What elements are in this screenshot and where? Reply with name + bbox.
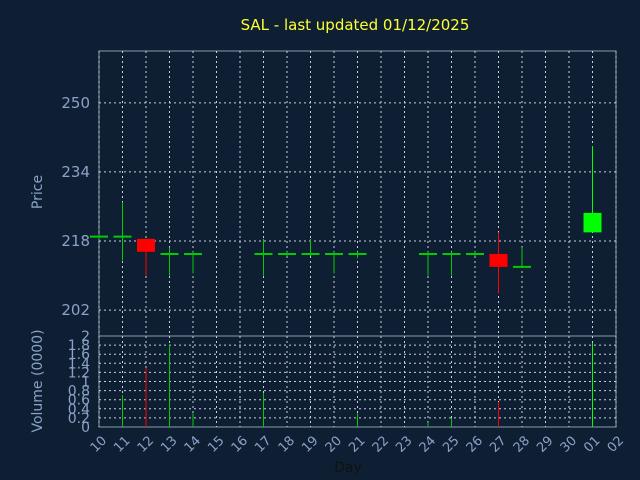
x-tick-label: 28 [511, 433, 533, 455]
volume-bars [122, 342, 593, 427]
price-grid [98, 51, 617, 336]
price-plot-area [98, 50, 617, 337]
price-y-tick-label: 234 [61, 163, 90, 181]
volume-y-tick-label: 0.2 [68, 411, 90, 427]
x-tick-label: 15 [205, 433, 227, 455]
x-tick-label: 18 [276, 433, 298, 455]
x-tick-label: 20 [323, 433, 345, 455]
x-tick-label: 13 [158, 433, 180, 455]
volume-y-tick-label: 1.4 [68, 356, 90, 372]
price-y-tick-label: 202 [61, 301, 90, 319]
x-tick-label: 19 [299, 433, 321, 455]
x-tick-label: 21 [346, 433, 368, 455]
x-tick-labels: 10 11 12 13 14 15 16 17 18 19 20 21 22 23 24 25 26 27 28 29… [88, 433, 627, 455]
x-tick-label: 17 [252, 433, 274, 455]
volume-y-tick-label: 0.6 [68, 393, 90, 409]
x-tick-label: 10 [88, 433, 110, 455]
volume-y-tick-labels: 00.20.40.60.811.21.41.61.82 [68, 329, 90, 436]
x-tick-label: 01 [581, 433, 603, 455]
x-tick-label: 23 [393, 433, 415, 455]
volume-y-tick-label: 1 [81, 375, 90, 391]
volume-y-tick-label: 0.4 [68, 402, 90, 418]
x-tick-label: 12 [135, 433, 157, 455]
x-tick-label: 11 [111, 433, 133, 455]
price-axis-label: Price [30, 175, 46, 209]
candles [90, 146, 602, 293]
x-tick-label: 16 [229, 433, 251, 455]
x-tick-label: 29 [534, 433, 556, 455]
x-tick-label: 02 [605, 433, 627, 455]
x-tick-label: 30 [558, 433, 580, 455]
volume-panel: 00.20.40.60.811.21.41.61.82 Volume (0000… [30, 329, 617, 436]
price-y-tick-label: 250 [61, 94, 90, 112]
price-y-tick-label: 218 [61, 232, 90, 250]
chart-title: SAL - last updated 01/12/2025 [241, 16, 470, 34]
x-tick-label: 22 [370, 433, 392, 455]
candle-body [137, 238, 155, 252]
volume-y-tick-label: 1.6 [68, 347, 90, 363]
volume-y-tick-label: 1.2 [68, 365, 90, 381]
volume-y-tick-label: 2 [81, 329, 90, 345]
candle-body [489, 253, 508, 267]
volume-y-tick-label: 0.8 [68, 384, 90, 400]
candle-body [583, 212, 602, 233]
volume-y-tick-label: 1.8 [68, 338, 90, 354]
price-panel: 202 218 234 250 Price [30, 50, 617, 337]
volume-axis-label: Volume (0000) [30, 329, 46, 432]
x-tick-label: 24 [417, 433, 439, 455]
price-y-tick-labels: 202 218 234 250 [61, 94, 90, 319]
x-tick-label: 27 [487, 433, 509, 455]
x-tick-label: 26 [464, 433, 486, 455]
volume-y-tick-label: 0 [81, 420, 90, 436]
x-tick-label: 14 [182, 433, 204, 455]
x-axis-label: Day [334, 460, 362, 476]
x-tick-label: 25 [440, 433, 462, 455]
